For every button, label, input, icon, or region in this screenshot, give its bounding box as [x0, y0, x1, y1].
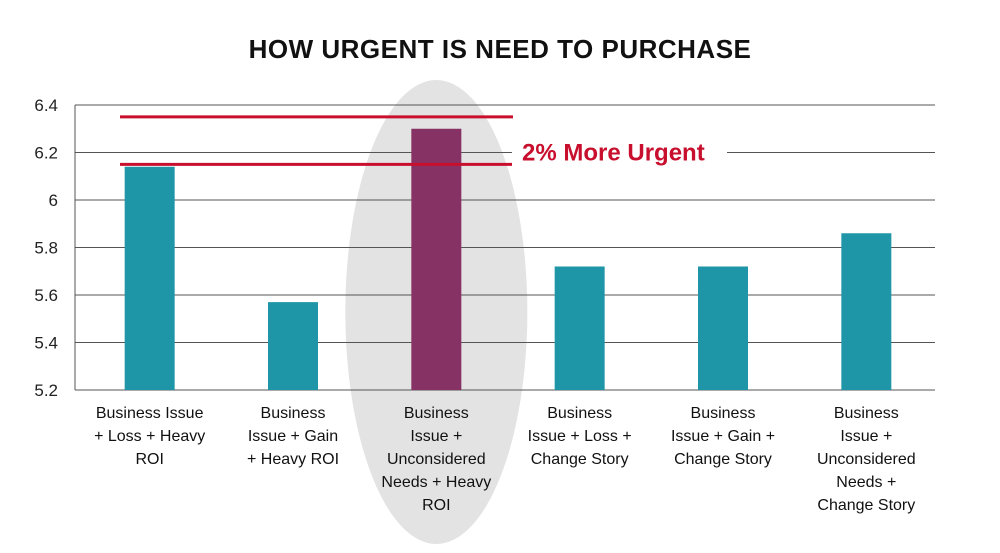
y-tick-label: 5.4 — [34, 334, 58, 353]
bar — [698, 266, 748, 390]
x-tick-label: Business Issue + Gain + Change Story — [671, 405, 775, 468]
chart-title: HOW URGENT IS NEED TO PURCHASE — [248, 34, 752, 64]
y-tick-label: 5.8 — [34, 239, 58, 258]
x-tick-label: Business Issue + Unconsidered Needs + Heavy… — [381, 405, 491, 514]
x-tick-label: Business Issue + Loss + Heavy ROI — [94, 405, 205, 468]
x-tick-label: Business Issue + Unconsidered Needs + Change… — [817, 405, 916, 514]
y-tick-label: 6 — [49, 191, 58, 210]
bar — [841, 233, 892, 390]
bar — [554, 266, 605, 390]
annotation-label: 2% More Urgent — [522, 140, 705, 167]
y-tick-label: 6.4 — [34, 96, 58, 115]
y-tick-label: 5.6 — [34, 286, 58, 305]
x-tick-label: Business Issue + Gain + Heavy ROI — [247, 405, 339, 468]
y-tick-label: 6.2 — [34, 144, 58, 163]
bar — [268, 302, 318, 390]
bar — [124, 166, 175, 390]
annotation-backing — [512, 134, 727, 169]
y-tick-label: 5.2 — [34, 381, 58, 400]
x-tick-label: Business Issue + Loss + Change Story — [528, 405, 632, 468]
bar — [411, 128, 462, 390]
